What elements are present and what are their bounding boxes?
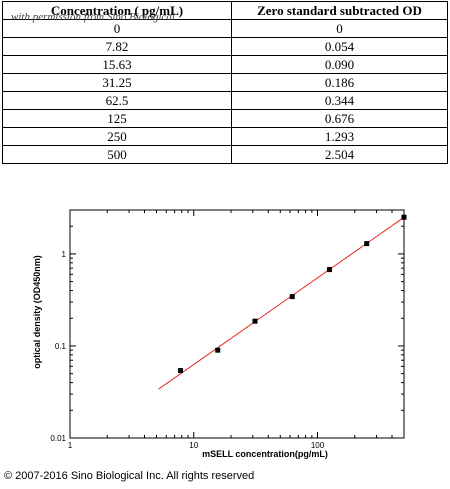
table-row: 250 1.293 xyxy=(2,127,448,146)
y-tick-label: 0.01 xyxy=(50,434,66,443)
cell-od: 0.676 xyxy=(231,109,448,128)
cell-od: 0 xyxy=(231,19,448,38)
table-header-row: Concentration ( pg/mL) with permission f… xyxy=(2,1,448,23)
cell-concentration: 500 xyxy=(2,145,232,164)
cell-od: 2.504 xyxy=(231,145,448,164)
data-point xyxy=(326,267,332,273)
y-tick-label: 1 xyxy=(62,250,67,259)
data-point xyxy=(364,241,370,247)
table-row: 15.63 0.090 xyxy=(2,55,448,74)
cell-od: 0.090 xyxy=(231,55,448,74)
data-point xyxy=(289,294,295,300)
data-points xyxy=(178,214,407,374)
cell-concentration: 31.25 xyxy=(2,73,232,92)
table-row: 62.5 0.344 xyxy=(2,91,448,110)
x-tick-label: 1 xyxy=(68,441,73,450)
plot-area xyxy=(69,209,405,439)
header-concentration: Concentration ( pg/mL) with permission f… xyxy=(2,1,232,23)
cell-concentration: 7.82 xyxy=(2,37,232,56)
watermark: with permission from Sino Biological xyxy=(11,11,175,23)
fit-line-group xyxy=(158,216,405,390)
header-od: Zero standard subtracted OD xyxy=(231,1,448,20)
fit-line xyxy=(158,216,405,390)
data-point xyxy=(401,214,407,220)
copyright-text: © 2007-2016 Sino Biological Inc. All rig… xyxy=(4,470,255,482)
cell-concentration: 15.63 xyxy=(2,55,232,74)
y-axis-label: optical density (OD450nm) xyxy=(32,255,42,369)
plot-frame xyxy=(69,209,405,439)
data-point xyxy=(252,318,258,324)
cell-od: 1.293 xyxy=(231,127,448,146)
table-row: 7.82 0.054 xyxy=(2,37,448,56)
x-tick-label: 100 xyxy=(311,441,325,450)
cell-od: 0.186 xyxy=(231,73,448,92)
standard-curve-chart: 1 10 100 0.01 0.1 1 mSELL concentration(pg/mL… xyxy=(32,209,407,459)
data-point xyxy=(178,368,184,374)
x-axis-label: mSELL concentration(pg/mL) xyxy=(202,449,328,459)
header-concentration-label: Concentration ( pg/mL) xyxy=(50,2,184,18)
y-tick-label: 0.1 xyxy=(55,342,67,351)
table-row: 31.25 0.186 xyxy=(2,73,448,92)
cell-od: 0.054 xyxy=(231,37,448,56)
cell-concentration: 125 xyxy=(2,109,232,128)
cell-od: 0.344 xyxy=(231,91,448,110)
table-row: 125 0.676 xyxy=(2,109,448,128)
cell-concentration: 62.5 xyxy=(2,91,232,110)
axis-ticks: 1 10 100 0.01 0.1 1 xyxy=(50,209,405,450)
table-row: 500 2.504 xyxy=(2,145,448,164)
x-tick-label: 10 xyxy=(189,441,198,450)
cell-concentration: 250 xyxy=(2,127,232,146)
standard-curve-table: Concentration ( pg/mL) with permission f… xyxy=(2,1,448,164)
data-point xyxy=(215,347,221,353)
